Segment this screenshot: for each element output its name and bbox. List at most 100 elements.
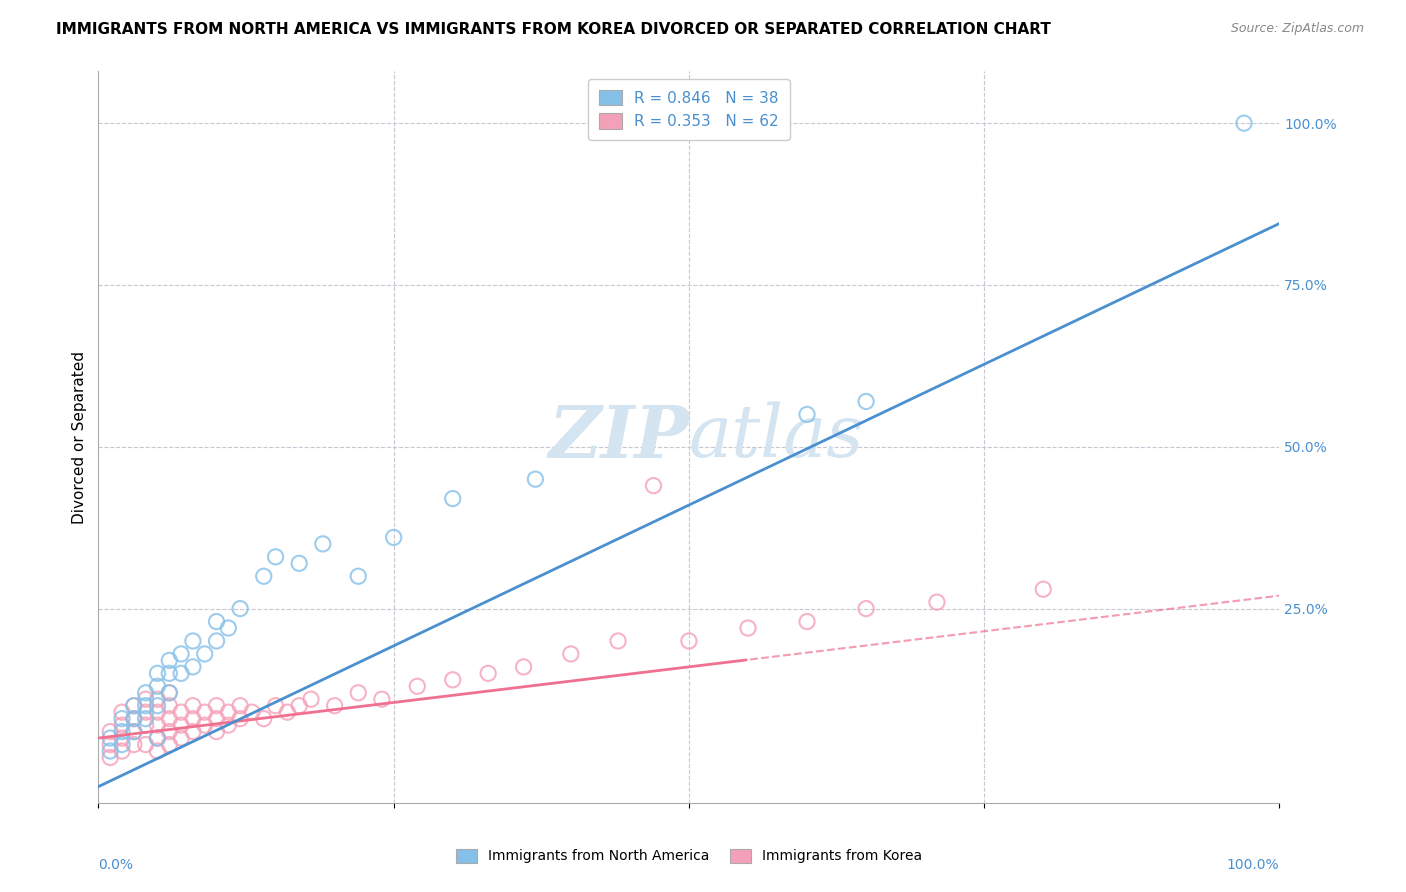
Point xyxy=(737,621,759,635)
Point xyxy=(135,698,157,713)
Point xyxy=(194,705,217,719)
Point xyxy=(441,673,464,687)
Point xyxy=(181,712,204,726)
Point xyxy=(229,601,252,615)
Point xyxy=(135,712,157,726)
Point xyxy=(111,738,134,752)
Point xyxy=(205,724,228,739)
Point xyxy=(111,705,134,719)
Point xyxy=(512,660,534,674)
Text: 100.0%: 100.0% xyxy=(1227,858,1279,871)
Point xyxy=(111,712,134,726)
Point xyxy=(146,718,169,732)
Point xyxy=(253,712,276,726)
Point xyxy=(146,666,169,681)
Point xyxy=(205,712,228,726)
Point xyxy=(264,549,287,564)
Point xyxy=(111,718,134,732)
Point xyxy=(796,408,818,422)
Text: IMMIGRANTS FROM NORTH AMERICA VS IMMIGRANTS FROM KOREA DIVORCED OR SEPARATED COR: IMMIGRANTS FROM NORTH AMERICA VS IMMIGRA… xyxy=(56,22,1052,37)
Point xyxy=(157,666,180,681)
Point xyxy=(477,666,499,681)
Point xyxy=(205,615,228,629)
Point xyxy=(157,686,180,700)
Point xyxy=(135,738,157,752)
Point xyxy=(217,718,239,732)
Point xyxy=(135,718,157,732)
Point xyxy=(406,679,429,693)
Point xyxy=(181,724,204,739)
Point xyxy=(560,647,582,661)
Point xyxy=(111,731,134,745)
Point xyxy=(98,738,121,752)
Point xyxy=(217,705,239,719)
Point xyxy=(855,601,877,615)
Point xyxy=(855,394,877,409)
Point xyxy=(323,698,346,713)
Point xyxy=(146,692,169,706)
Point xyxy=(288,557,311,571)
Point xyxy=(146,698,169,713)
Point xyxy=(135,705,157,719)
Point xyxy=(157,686,180,700)
Point xyxy=(157,724,180,739)
Point xyxy=(253,569,276,583)
Point xyxy=(122,712,145,726)
Text: atlas: atlas xyxy=(689,401,865,473)
Point xyxy=(1233,116,1256,130)
Point xyxy=(229,712,252,726)
Point xyxy=(678,634,700,648)
Text: 0.0%: 0.0% xyxy=(98,858,134,871)
Point xyxy=(264,698,287,713)
Point xyxy=(146,731,169,745)
Point xyxy=(122,698,145,713)
Point xyxy=(98,750,121,764)
Y-axis label: Divorced or Separated: Divorced or Separated xyxy=(72,351,87,524)
Point xyxy=(347,686,370,700)
Text: ZIP: ZIP xyxy=(548,401,689,473)
Point xyxy=(229,698,252,713)
Point xyxy=(194,718,217,732)
Point xyxy=(122,724,145,739)
Point xyxy=(157,653,180,667)
Point xyxy=(122,712,145,726)
Point xyxy=(925,595,948,609)
Point xyxy=(122,738,145,752)
Point xyxy=(524,472,547,486)
Point xyxy=(796,615,818,629)
Point xyxy=(111,724,134,739)
Point xyxy=(288,698,311,713)
Point xyxy=(371,692,394,706)
Point xyxy=(276,705,298,719)
Point xyxy=(98,744,121,758)
Point xyxy=(157,698,180,713)
Point xyxy=(181,634,204,648)
Point xyxy=(170,647,193,661)
Point xyxy=(135,692,157,706)
Point xyxy=(170,731,193,745)
Point xyxy=(382,530,405,544)
Point xyxy=(98,724,121,739)
Point xyxy=(146,744,169,758)
Point xyxy=(122,724,145,739)
Text: Source: ZipAtlas.com: Source: ZipAtlas.com xyxy=(1230,22,1364,36)
Point xyxy=(122,698,145,713)
Point xyxy=(98,731,121,745)
Point xyxy=(240,705,263,719)
Point xyxy=(205,698,228,713)
Legend: Immigrants from North America, Immigrants from Korea: Immigrants from North America, Immigrant… xyxy=(450,843,928,869)
Point xyxy=(146,731,169,745)
Point xyxy=(205,634,228,648)
Point xyxy=(441,491,464,506)
Point xyxy=(170,705,193,719)
Point xyxy=(135,686,157,700)
Point xyxy=(170,666,193,681)
Point xyxy=(217,621,239,635)
Point xyxy=(312,537,335,551)
Point xyxy=(146,705,169,719)
Point xyxy=(111,744,134,758)
Point xyxy=(181,660,204,674)
Point xyxy=(1032,582,1054,597)
Point xyxy=(643,478,665,492)
Point xyxy=(157,738,180,752)
